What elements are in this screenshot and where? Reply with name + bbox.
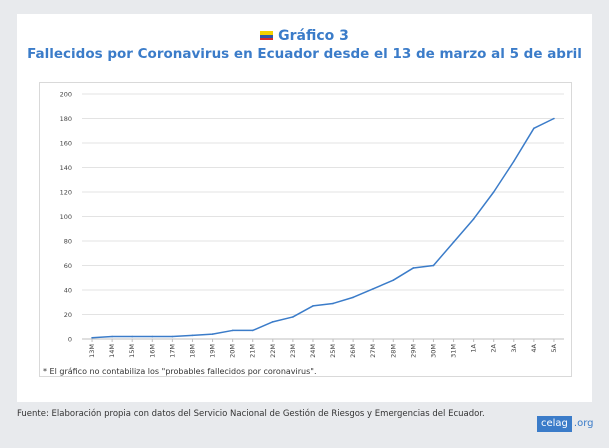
data-point bbox=[472, 218, 475, 220]
source-text: Fuente: Elaboración propia con datos del… bbox=[17, 409, 485, 419]
chart-card: Gráfico 3 Fallecidos por Coronavirus en … bbox=[17, 14, 592, 402]
data-point bbox=[432, 264, 435, 267]
data-point bbox=[292, 316, 294, 318]
x-tick-label: 1A bbox=[470, 343, 478, 352]
logo-part-org: .org bbox=[573, 418, 594, 429]
x-tick-label: 16M bbox=[148, 344, 156, 358]
x-tick-label: 14M bbox=[108, 344, 116, 358]
x-tick-label: 15M bbox=[128, 344, 136, 358]
y-tick-label: 180 bbox=[60, 115, 72, 123]
x-tick-label: 3A bbox=[510, 343, 518, 352]
data-point bbox=[412, 267, 415, 269]
data-point bbox=[372, 287, 375, 290]
celag-logo[interactable]: celag .org bbox=[537, 416, 596, 432]
logo-part-celag: celag bbox=[537, 416, 572, 432]
x-tick-label: 13M bbox=[88, 344, 96, 358]
data-point bbox=[452, 241, 455, 244]
x-tick-label: 24M bbox=[309, 344, 317, 358]
data-point bbox=[352, 296, 354, 299]
data-point bbox=[251, 329, 254, 332]
y-tick-label: 40 bbox=[64, 287, 72, 295]
chart-footnote: * El gráfico no contabiliza los "probabl… bbox=[43, 367, 317, 376]
x-tick-label: 5A bbox=[550, 343, 558, 352]
y-tick-label: 100 bbox=[60, 213, 72, 221]
x-tick-label: 26M bbox=[349, 344, 357, 358]
data-point bbox=[492, 191, 495, 193]
data-point bbox=[332, 302, 334, 305]
data-point bbox=[211, 333, 214, 335]
series-line-0 bbox=[91, 117, 555, 339]
data-point bbox=[271, 321, 274, 323]
x-tick-label: 25M bbox=[329, 344, 337, 358]
x-tick-label: 27M bbox=[369, 344, 377, 358]
chart-header: Gráfico 3 bbox=[17, 28, 592, 44]
x-tick-label: 19M bbox=[209, 344, 217, 358]
chart-title: Gráfico 3 bbox=[278, 28, 349, 44]
x-tick-label: 28M bbox=[389, 344, 397, 358]
x-tick-label: 17M bbox=[168, 344, 176, 358]
x-tick-label: 29M bbox=[409, 344, 417, 358]
y-tick-label: 160 bbox=[60, 140, 72, 148]
data-point bbox=[91, 336, 93, 339]
data-point bbox=[231, 329, 234, 332]
data-point bbox=[512, 160, 515, 163]
x-tick-label: 23M bbox=[289, 344, 297, 358]
y-tick-label: 60 bbox=[64, 262, 72, 270]
data-point bbox=[131, 335, 134, 338]
x-tick-label: 4A bbox=[530, 343, 538, 352]
y-tick-label: 0 bbox=[68, 336, 72, 344]
x-tick-label: 31M bbox=[450, 344, 458, 358]
x-tick-label: 22M bbox=[269, 344, 277, 358]
y-tick-label: 140 bbox=[60, 164, 72, 172]
data-point bbox=[553, 117, 555, 120]
data-point bbox=[151, 335, 154, 338]
x-tick-label: 2A bbox=[490, 343, 498, 352]
data-point bbox=[171, 335, 174, 338]
y-tick-label: 120 bbox=[60, 189, 72, 197]
line-chart: 0 20 40 60 80 100 120 140 160 180 200 13M 14M 15M 16M 1… bbox=[60, 91, 564, 358]
data-point bbox=[191, 334, 194, 337]
y-tick-label: 200 bbox=[60, 91, 72, 99]
y-tick-label: 20 bbox=[64, 311, 72, 319]
y-tick-label: 80 bbox=[64, 238, 72, 246]
x-tick-label: 18M bbox=[188, 344, 196, 358]
data-point bbox=[392, 279, 395, 281]
x-tick-label: 30M bbox=[429, 344, 437, 358]
chart-area: 0 20 40 60 80 100 120 140 160 180 200 13M 14M 15M 16M 1… bbox=[39, 82, 572, 377]
data-point bbox=[111, 335, 113, 338]
x-tick-label: 21M bbox=[249, 344, 257, 358]
x-tick-label: 20M bbox=[229, 344, 237, 358]
data-point bbox=[312, 305, 314, 307]
data-point bbox=[533, 127, 535, 130]
ecuador-flag-icon bbox=[260, 31, 274, 40]
chart-subtitle: Fallecidos por Coronavirus en Ecuador de… bbox=[27, 46, 582, 62]
